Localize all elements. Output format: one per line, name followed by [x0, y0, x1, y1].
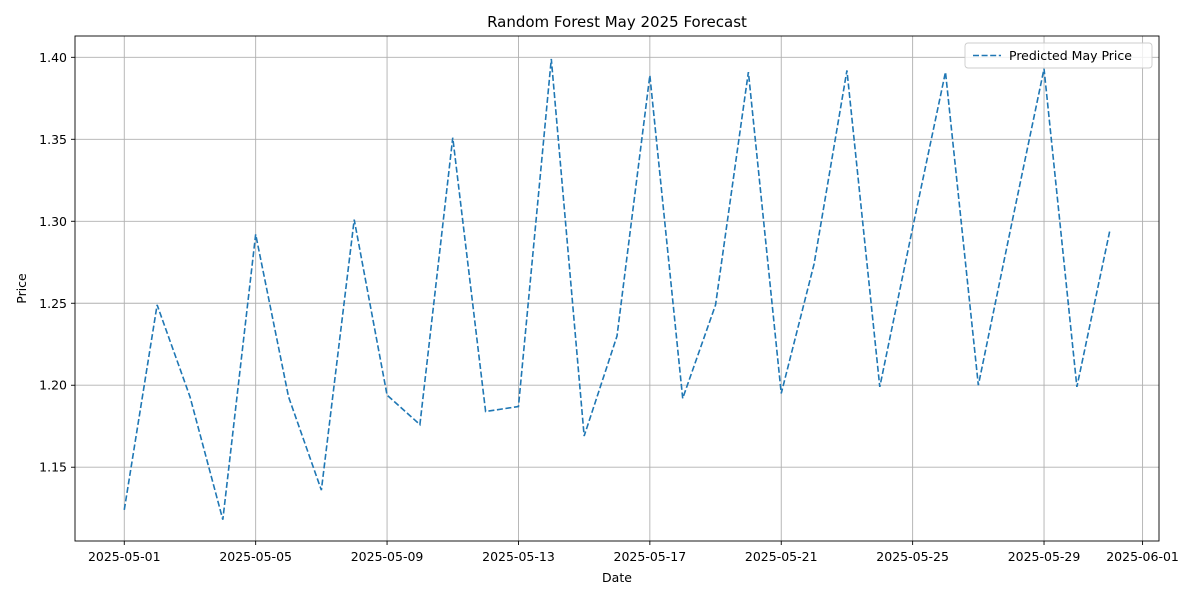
- axis-ticks: 2025-05-01 2025-05-05 2025-05-09 2025-05-13…: [39, 50, 1179, 564]
- x-tick-label: 2025-05-09: [351, 549, 424, 564]
- legend-box: [964, 42, 1153, 69]
- legend: Predicted May Price: [964, 42, 1153, 69]
- plot-area-frame: [74, 35, 1160, 542]
- y-tick-label: 1.25: [39, 296, 67, 311]
- x-tick-label: 2025-05-29: [1008, 549, 1081, 564]
- y-tick-label: 1.30: [39, 214, 67, 229]
- y-tick-label: 1.20: [39, 378, 67, 393]
- x-tick-label: 2025-05-01: [88, 549, 161, 564]
- x-tick-label: 2025-05-17: [614, 549, 687, 564]
- legend-label: Predicted May Price: [1009, 48, 1132, 63]
- x-tick-label: 2025-05-25: [876, 549, 949, 564]
- series-layer: [123, 58, 1111, 520]
- x-tick-label: 2025-05-13: [482, 549, 555, 564]
- y-tick-label: 1.15: [39, 460, 67, 475]
- y-tick-label: 1.35: [39, 132, 67, 147]
- chart-title: Random Forest May 2025 Forecast: [487, 13, 747, 31]
- grid: [75, 36, 1159, 541]
- x-tick-label: 2025-06-01: [1106, 549, 1179, 564]
- series-line-0: [123, 58, 1111, 520]
- x-tick-label: 2025-05-21: [745, 549, 818, 564]
- y-tick-label: 1.40: [39, 50, 67, 65]
- x-tick-label: 2025-05-05: [219, 549, 292, 564]
- x-axis-title: Date: [602, 570, 632, 585]
- y-axis-title: Price: [14, 273, 29, 304]
